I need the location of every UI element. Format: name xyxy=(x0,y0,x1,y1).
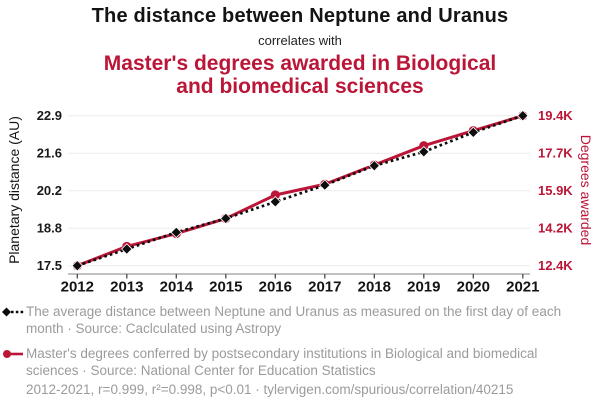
legend-text-degrees: Master's degrees conferred by postsecond… xyxy=(26,346,538,378)
correlates-with-label: correlates with xyxy=(258,33,342,48)
left-tick-label: 21.6 xyxy=(37,146,62,161)
distance-point xyxy=(220,212,232,225)
right-tick-label: 14.2K xyxy=(538,221,573,236)
secondary-title-line2: and biomedical sciences xyxy=(176,75,424,98)
circle-solid-marker-icon xyxy=(3,350,23,358)
x-tick-label: 2019 xyxy=(407,279,440,296)
x-tick-label: 2016 xyxy=(259,279,292,296)
left-tick-label: 20.2 xyxy=(37,183,62,198)
distance-line xyxy=(76,114,524,267)
distance-point xyxy=(319,179,331,191)
right-axis-title: Degrees awarded xyxy=(578,134,594,246)
legend-item-degrees: Master's degrees conferred by postsecond… xyxy=(2,345,574,379)
degrees-point xyxy=(270,190,280,200)
distance-point xyxy=(368,159,381,172)
distance-point xyxy=(269,196,282,208)
diamond-dashed-marker-icon xyxy=(2,307,24,317)
distance-point xyxy=(467,126,480,139)
degrees-point xyxy=(419,141,429,151)
legend-text-distance: The average distance between Neptune and… xyxy=(26,304,562,336)
left-tick-label: 17.5 xyxy=(37,258,62,273)
left-axis-title: Planetary distance (AU) xyxy=(6,116,22,264)
right-tick-label: 17.7K xyxy=(538,146,573,161)
distance-point xyxy=(418,146,430,158)
secondary-title: Master's degrees awarded in Biological a… xyxy=(0,52,600,98)
distance-point xyxy=(517,109,529,122)
distance-point xyxy=(121,243,133,255)
page-title: The distance between Neptune and Uranus xyxy=(91,5,509,27)
degrees-line xyxy=(75,114,525,268)
right-tick-label: 15.9K xyxy=(538,183,573,198)
x-tick-label: 2018 xyxy=(358,279,391,296)
right-tick-label: 19.4K xyxy=(538,108,573,123)
x-tick-label: 2020 xyxy=(457,279,490,296)
x-tick-label: 2012 xyxy=(61,279,94,296)
left-tick-label: 18.8 xyxy=(37,221,62,236)
distance-point xyxy=(170,226,183,239)
left-tick-label: 22.9 xyxy=(37,108,62,123)
x-tick-label: 2017 xyxy=(308,279,341,296)
right-tick-label: 12.4K xyxy=(538,258,573,273)
distance-point xyxy=(71,259,84,272)
x-tick-label: 2013 xyxy=(110,279,143,296)
legend-item-distance: The average distance between Neptune and… xyxy=(2,303,574,337)
x-tick-label: 2014 xyxy=(160,279,194,296)
x-tick-label: 2021 xyxy=(506,279,539,296)
line-chart: 2012 2013 2014 2015 2016 2017 2018 2019 2020 2021… xyxy=(37,108,574,296)
x-tick-label: 2015 xyxy=(209,279,242,296)
secondary-title-line1: Master's degrees awarded in Biological xyxy=(103,52,497,75)
stats-citation: 2012-2021, r=0.999, r²=0.998, p<0.01 · t… xyxy=(26,382,514,397)
